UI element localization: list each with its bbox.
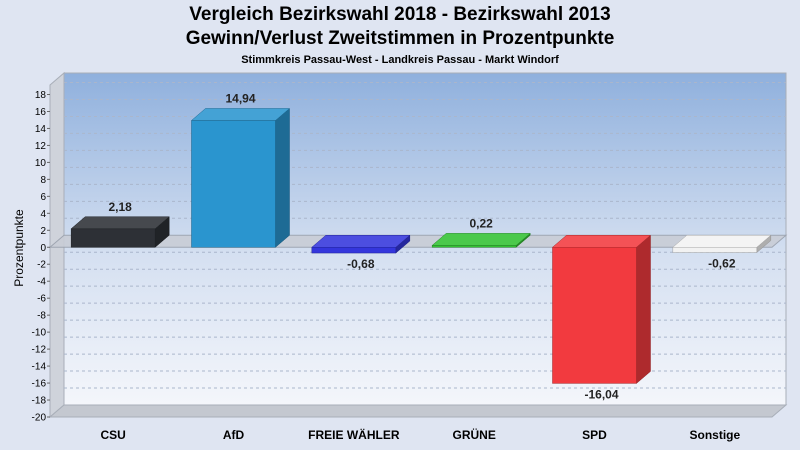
x-category-label: CSU: [100, 428, 125, 442]
bar-front: [191, 120, 276, 248]
bar-front: [311, 247, 397, 254]
y-tick-label: -20: [32, 413, 47, 424]
y-tick-label: 6: [40, 192, 46, 203]
x-category-label: FREIE WÄHLER: [308, 427, 400, 442]
y-tick-label: 18: [35, 90, 47, 101]
bar-csu: [70, 216, 170, 248]
y-tick-label: 10: [35, 158, 47, 169]
data-label: -16,04: [584, 387, 618, 401]
data-label: 0,22: [469, 216, 493, 230]
bar-top: [551, 235, 652, 248]
bar-afd: [190, 107, 291, 248]
y-tick-label: 2: [40, 226, 46, 237]
chart-title: Vergleich Bezirkswahl 2018 - Bezirkswahl…: [189, 4, 611, 25]
bar-side: [636, 234, 651, 384]
bar-freie-wähler: [311, 234, 411, 254]
y-tick-label: -6: [37, 294, 46, 305]
y-tick-label: -2: [37, 260, 46, 271]
bar-top: [431, 233, 531, 246]
bar-top: [672, 235, 772, 248]
y-tick-label: 12: [35, 141, 47, 152]
plot-floor: [48, 404, 788, 418]
data-label: 14,94: [225, 91, 255, 105]
bar-front: [552, 247, 637, 384]
y-tick-label: -12: [32, 345, 47, 356]
x-category-label: SPD: [582, 428, 607, 442]
bar-spd: [551, 234, 652, 384]
y-tick-label: -16: [32, 379, 47, 390]
x-category-label: GRÜNE: [452, 427, 495, 442]
bar-grüne: [431, 232, 531, 248]
bar-top: [311, 235, 411, 248]
data-label: 2,18: [108, 200, 132, 214]
y-tick-label: -8: [37, 311, 46, 322]
bar-front: [672, 247, 758, 253]
chart-subtitle: Gewinn/Verlust Zweitstimmen in Prozentpu…: [185, 28, 615, 49]
x-category-label: AfD: [223, 428, 245, 442]
y-tick-label: 4: [40, 209, 46, 220]
y-tick-label: 14: [35, 124, 47, 135]
bar-front: [431, 245, 517, 248]
y-tick-label: -4: [37, 277, 46, 288]
y-tick-label: 8: [40, 175, 46, 186]
bar-front: [70, 228, 156, 248]
y-tick-label: 0: [40, 243, 46, 254]
bar-side: [275, 107, 290, 248]
data-label: -0,68: [347, 257, 375, 271]
bar-top: [70, 216, 170, 230]
bar-top: [190, 108, 291, 121]
chart-caption: Stimmkreis Passau-West - Landkreis Passa…: [241, 54, 559, 66]
y-tick-label: -14: [32, 362, 47, 373]
bar-sonstige: [672, 234, 772, 254]
x-category-label: Sonstige: [689, 428, 740, 442]
y-tick-label: -18: [32, 396, 47, 407]
data-label: -0,62: [708, 257, 736, 271]
y-tick-label: -10: [32, 328, 47, 339]
y-tick-label: 16: [35, 107, 47, 118]
